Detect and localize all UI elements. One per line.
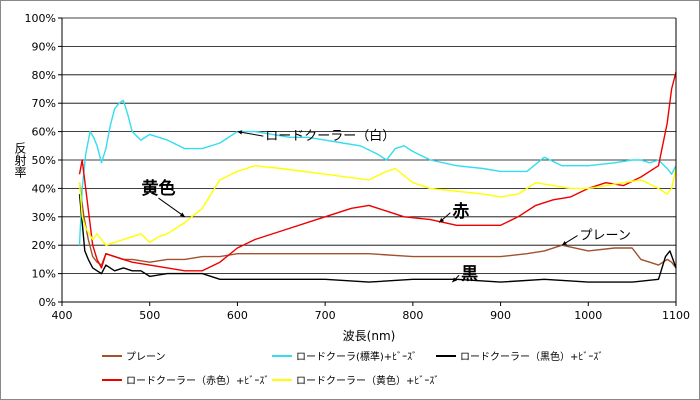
legend-label-1: ロードクーラ(標準)+ﾋﾞｰｽﾞ bbox=[296, 350, 417, 363]
annotation-arrowhead-0 bbox=[237, 130, 243, 135]
y-tick-label: 30% bbox=[32, 211, 56, 224]
legend-label-0: プレーン bbox=[126, 351, 166, 363]
annotation-arrowhead-2 bbox=[439, 217, 444, 223]
series-line-2 bbox=[78, 194, 677, 283]
x-tick-label: 800 bbox=[402, 309, 423, 322]
legend-label-2: ロードクーラー（黒色）+ﾋﾞｰｽﾞ bbox=[460, 350, 603, 363]
x-tick-label: 600 bbox=[227, 309, 248, 322]
annotation-label-1: 黄色 bbox=[141, 178, 175, 199]
y-tick-label: 0% bbox=[39, 296, 56, 309]
annotation-label-0: ロードクーラー（白） bbox=[265, 128, 395, 144]
legend-label-3: ロードクーラー（赤色）+ﾋﾞｰｽﾞ bbox=[126, 374, 269, 387]
series-line-4 bbox=[78, 164, 677, 246]
x-tick-label: 500 bbox=[139, 309, 160, 322]
annotation-label-4: 黒 bbox=[461, 264, 478, 284]
axes bbox=[61, 18, 677, 303]
x-axis-label: 波長(nm) bbox=[343, 329, 396, 343]
y-tick-label: 80% bbox=[32, 69, 56, 82]
annotation-label-3: プレーン bbox=[580, 229, 631, 244]
x-tick-label: 1100 bbox=[662, 309, 690, 322]
series-layer bbox=[78, 71, 677, 283]
annotation-label-2: 赤 bbox=[452, 201, 469, 222]
grid-lines bbox=[58, 17, 677, 306]
y-tick-label: 40% bbox=[32, 182, 56, 195]
annotation-arrowhead-4 bbox=[452, 277, 458, 283]
y-tick-label: 60% bbox=[32, 126, 56, 139]
x-tick-label: 400 bbox=[52, 309, 73, 322]
x-tick-label: 1000 bbox=[574, 309, 602, 322]
y-tick-label: 70% bbox=[32, 97, 56, 110]
annotation-arrowhead-3 bbox=[561, 240, 567, 246]
series-line-3 bbox=[78, 71, 677, 272]
x-tick-labels: 400 500 600 700 800 900 1000 1100 bbox=[52, 309, 691, 322]
series-line-1 bbox=[78, 99, 677, 246]
y-tick-label: 90% bbox=[32, 40, 56, 53]
legend-label-4: ロードクーラー（黄色）+ﾋﾞｰｽﾞ bbox=[296, 374, 439, 387]
legend: プレーン ロードクーラ(標準)+ﾋﾞｰｽﾞ ロードクーラー（黒色）+ﾋﾞｰｽﾞ ロード… bbox=[102, 350, 603, 387]
y-tick-label: 20% bbox=[32, 239, 56, 252]
annotation-arrowhead-1 bbox=[179, 212, 185, 217]
y-axis-label: 反射率 bbox=[13, 142, 27, 178]
y-tick-label: 10% bbox=[32, 268, 56, 281]
x-tick-label: 700 bbox=[315, 309, 336, 322]
annotation-arrow-1 bbox=[158, 197, 186, 218]
y-tick-labels: 0% 10% 20% 30% 40% 50% 60% 70% 80% 90% 100% bbox=[25, 12, 56, 309]
x-tick-label: 900 bbox=[490, 309, 511, 322]
y-tick-label: 100% bbox=[25, 12, 56, 25]
y-tick-label: 50% bbox=[32, 154, 56, 167]
